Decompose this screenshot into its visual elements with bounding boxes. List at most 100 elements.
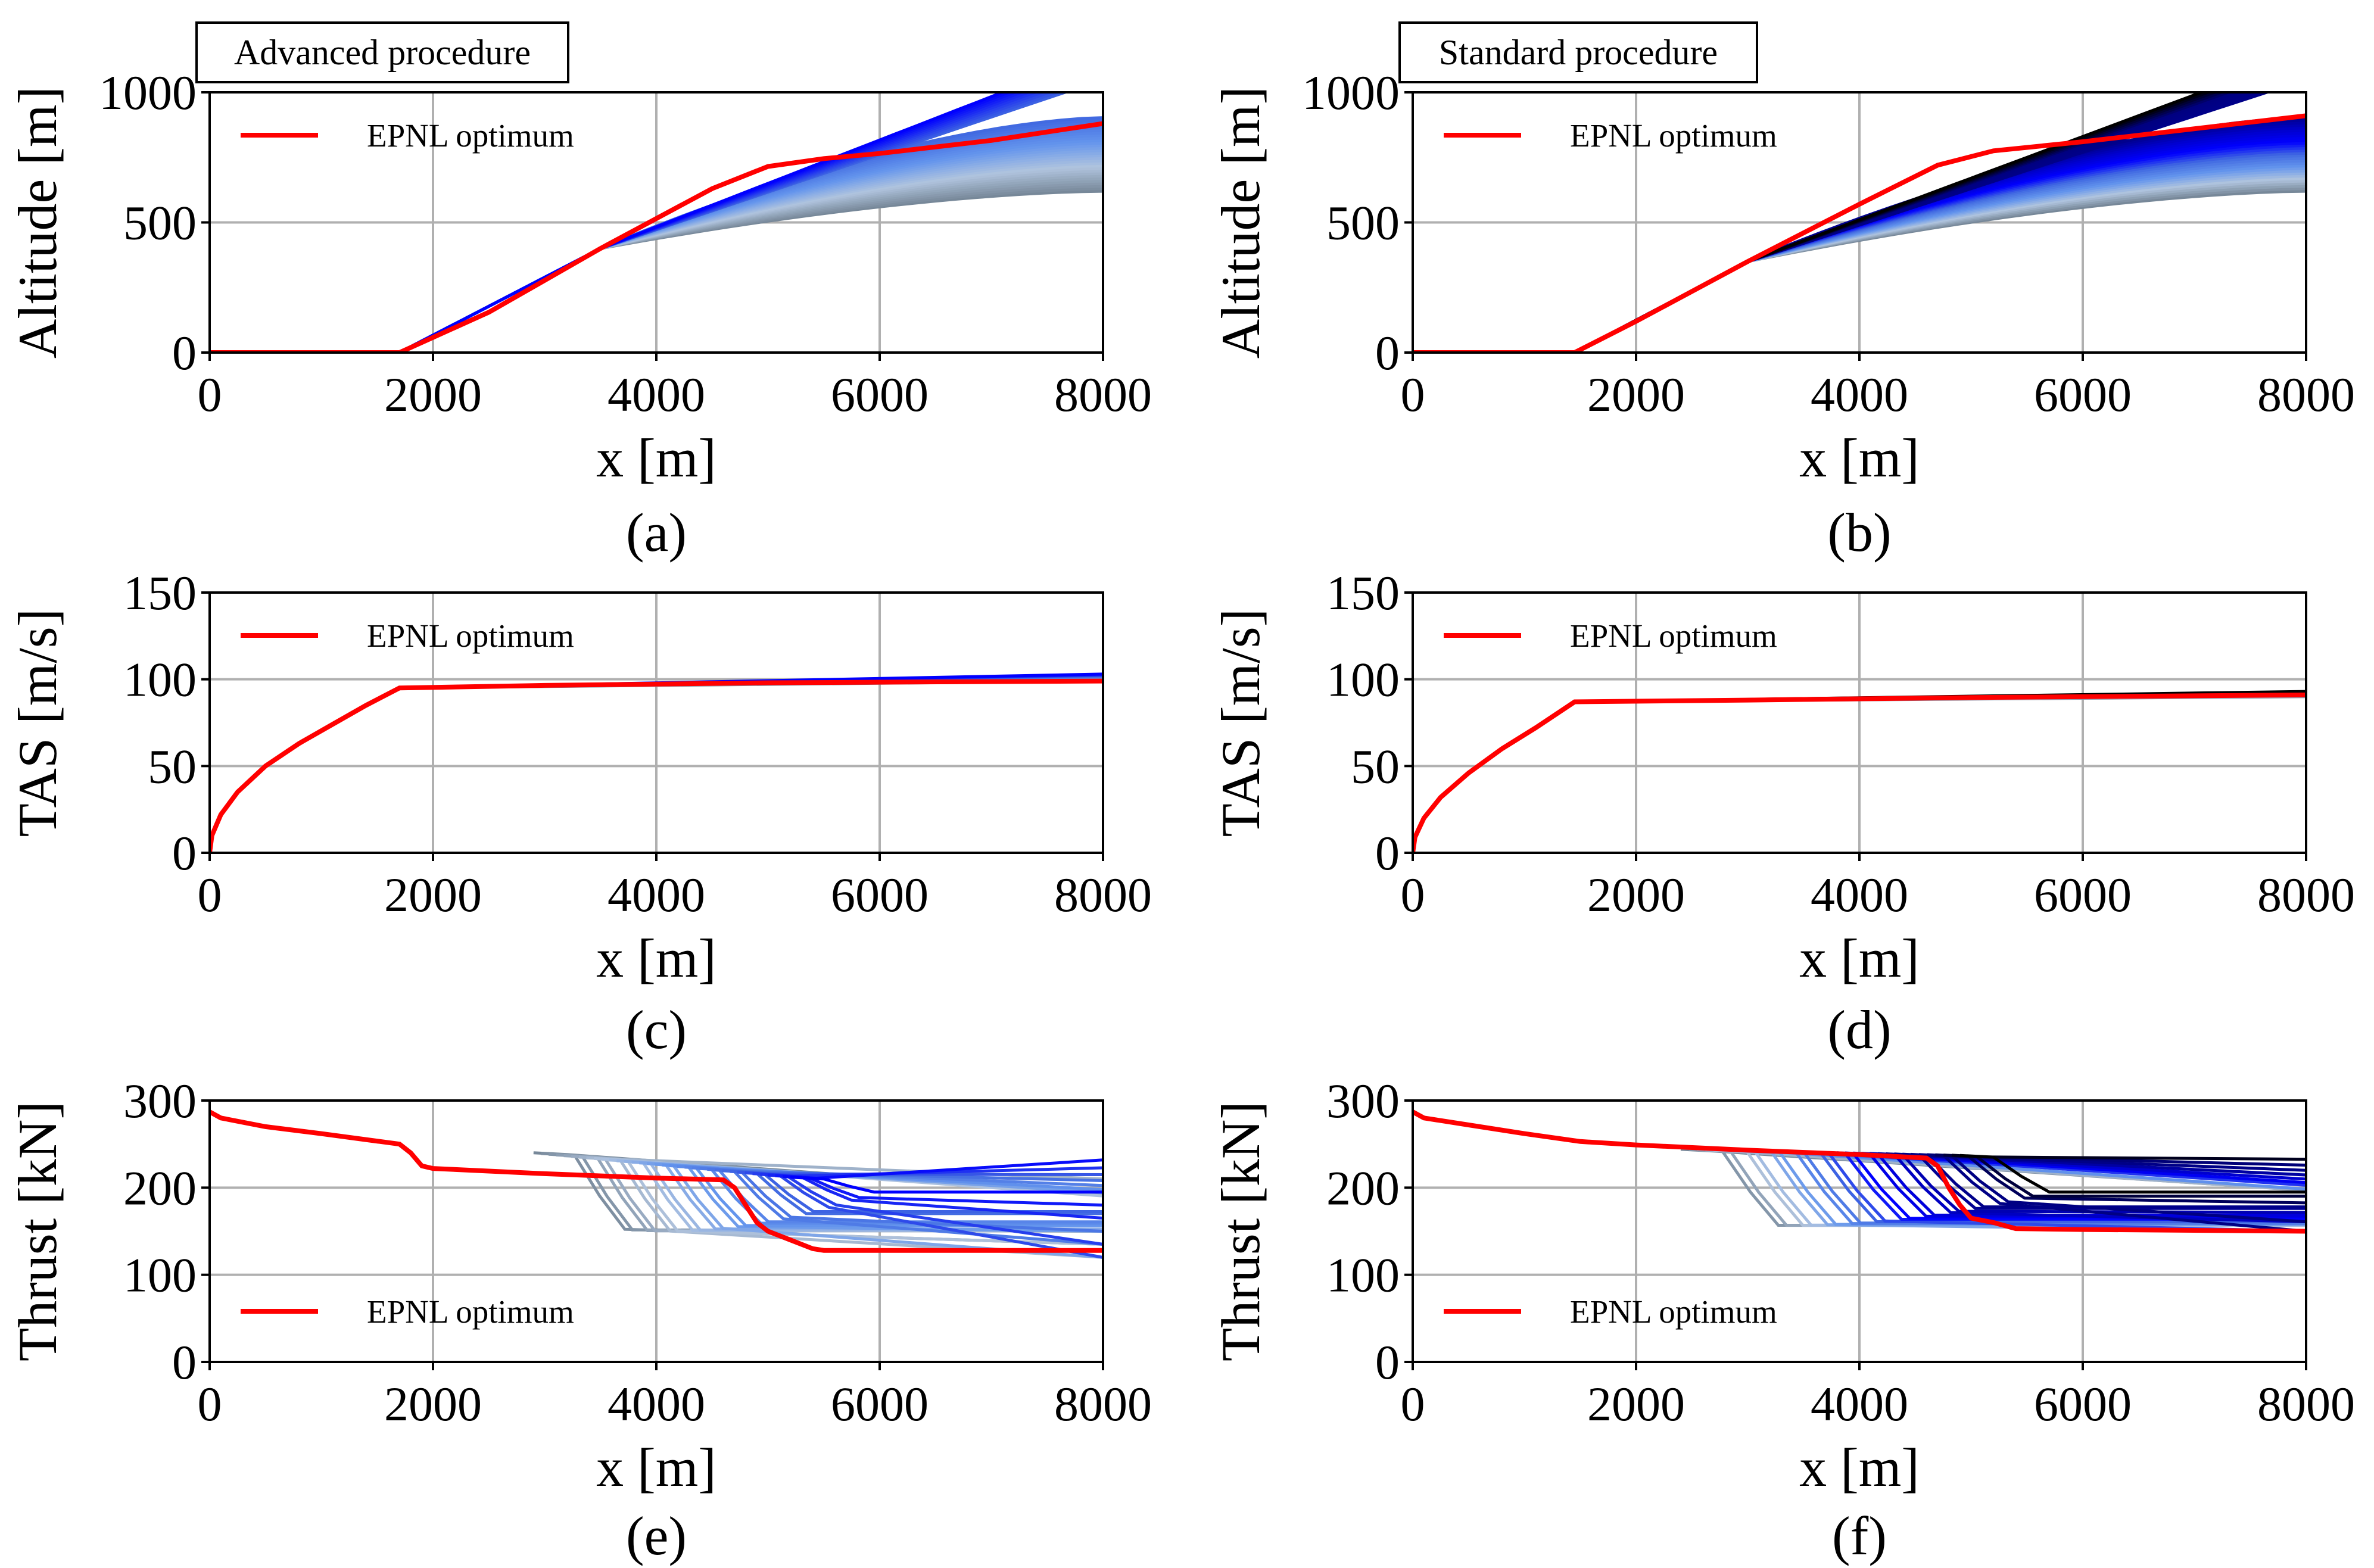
x-tick-label: 4000 [1811,367,1908,422]
x-axis-label: x [m] [1799,428,1920,488]
trajectory-family [210,92,1103,353]
y-tick-label: 200 [123,1161,197,1215]
x-axis-label: x [m] [1799,928,1920,989]
y-tick-label: 0 [1375,826,1400,880]
x-tick-label: 0 [1401,367,1425,422]
x-tick-label: 0 [1401,1377,1425,1431]
epnl-optimum-line [210,678,1103,853]
family-line [631,1161,1103,1231]
x-tick-label: 6000 [2034,367,2132,422]
x-tick-label: 2000 [1587,367,1685,422]
y-tick-label: 0 [172,1335,197,1389]
x-tick-label: 8000 [1054,1377,1152,1431]
legend-label: EPNL optimum [367,1293,574,1330]
subfigure-caption: (d) [1827,999,1891,1060]
panel-d: 0 2000 4000 6000 8000 0 50 100 150 x [m] TAS [m/s]… [1210,566,2355,1060]
legend-label: EPNL optimum [1570,1293,1777,1330]
y-axis-label: Thrust [kN] [1210,1101,1271,1361]
y-axis-label: Altitude [m] [1210,86,1271,359]
x-tick-label: 0 [198,868,222,922]
y-axis-label: Thrust [kN] [7,1101,68,1361]
y-tick-label: 100 [123,653,197,707]
y-axis-label: TAS [m/s] [1210,609,1271,837]
subfigure-caption: (b) [1827,502,1891,563]
y-tick-label: 50 [148,739,197,793]
y-tick-label: 0 [172,326,197,380]
subfigure-caption: (a) [626,502,687,563]
trajectory-family [210,1109,1103,1259]
family-line [790,1176,1103,1194]
x-tick-label: 8000 [2257,1377,2355,1431]
panel-a: 0 2000 4000 6000 8000 0 500 1000 x [m] Altitude [… [7,21,1152,563]
legend-label: EPNL optimum [367,618,574,654]
procedure-title-box [1398,21,1758,83]
y-tick-label: 1000 [99,66,197,120]
epnl-optimum-line [210,121,1103,353]
family-line [1413,92,2206,353]
x-axis-label: x [m] [596,928,716,989]
x-tick-label: 4000 [1811,868,1908,922]
legend-label: EPNL optimum [367,117,574,154]
x-tick-label: 2000 [384,868,482,922]
legend-label: EPNL optimum [1570,117,1777,154]
subfigure-caption: (e) [626,1505,687,1566]
x-tick-label: 4000 [607,1377,705,1431]
x-tick-label: 2000 [1587,868,1685,922]
trajectory-family [210,672,1103,853]
trajectory-family [1413,1109,2306,1234]
x-tick-label: 2000 [384,1377,482,1431]
x-tick-label: 6000 [831,1377,929,1431]
y-tick-label: 0 [1375,326,1400,380]
x-tick-label: 8000 [2257,367,2355,422]
y-axis-label: Altitude [m] [7,86,68,359]
epnl-optimum-line [1413,692,2306,853]
y-tick-label: 100 [1326,1248,1400,1302]
y-tick-label: 1000 [1302,66,1400,120]
y-tick-label: 100 [1326,653,1400,707]
y-tick-label: 50 [1351,739,1400,793]
y-tick-label: 100 [123,1248,197,1302]
x-axis-label: x [m] [596,1437,716,1498]
subfigure-caption: (c) [626,999,687,1060]
x-tick-label: 8000 [1054,868,1152,922]
panel-f: 0 2000 4000 6000 8000 0 100 200 300 x [m] Thrust [… [1210,1074,2355,1566]
x-axis-label: x [m] [1799,1437,1920,1498]
family-line [1959,1154,2306,1194]
y-tick-label: 200 [1326,1161,1400,1215]
x-tick-label: 6000 [2034,868,2132,922]
epnl-optimum-line [1413,113,2306,353]
x-tick-label: 0 [198,1377,222,1431]
procedure-title-box [195,21,569,83]
x-tick-label: 4000 [607,868,705,922]
x-tick-label: 8000 [1054,367,1152,422]
x-tick-label: 6000 [2034,1377,2132,1431]
legend-label: EPNL optimum [1570,618,1777,654]
y-tick-label: 300 [1326,1074,1400,1128]
y-axis-label: TAS [m/s] [7,609,68,837]
y-tick-label: 0 [172,826,197,880]
y-tick-label: 300 [123,1074,197,1128]
procedure-title: Advanced procedure [234,33,531,72]
x-axis-label: x [m] [596,428,716,488]
epnl-optimum-line [210,1109,1103,1253]
x-tick-label: 2000 [384,367,482,422]
trajectory-family [1413,92,2306,353]
y-tick-label: 500 [123,196,197,250]
trajectory-family [1413,690,2306,853]
x-tick-label: 6000 [831,367,929,422]
y-tick-label: 0 [1375,1335,1400,1389]
x-tick-label: 4000 [1811,1377,1908,1431]
y-tick-label: 150 [1326,566,1400,620]
panel-b: 0 2000 4000 6000 8000 0 500 1000 x [m] Altitude [… [1210,21,2355,563]
subfigure-caption: (f) [1832,1505,1887,1566]
epnl-optimum-line [1413,1109,2306,1234]
panel-e: 0 2000 4000 6000 8000 0 100 200 300 x [m] Thrust [… [7,1074,1152,1566]
y-tick-label: 150 [123,566,197,620]
x-tick-label: 0 [1401,868,1425,922]
panel-c: 0 2000 4000 6000 8000 0 50 100 150 x [m] TAS [m/s]… [7,566,1152,1060]
x-tick-label: 2000 [1587,1377,1685,1431]
x-tick-label: 6000 [831,868,929,922]
x-tick-label: 8000 [2257,868,2355,922]
y-tick-label: 500 [1326,196,1400,250]
